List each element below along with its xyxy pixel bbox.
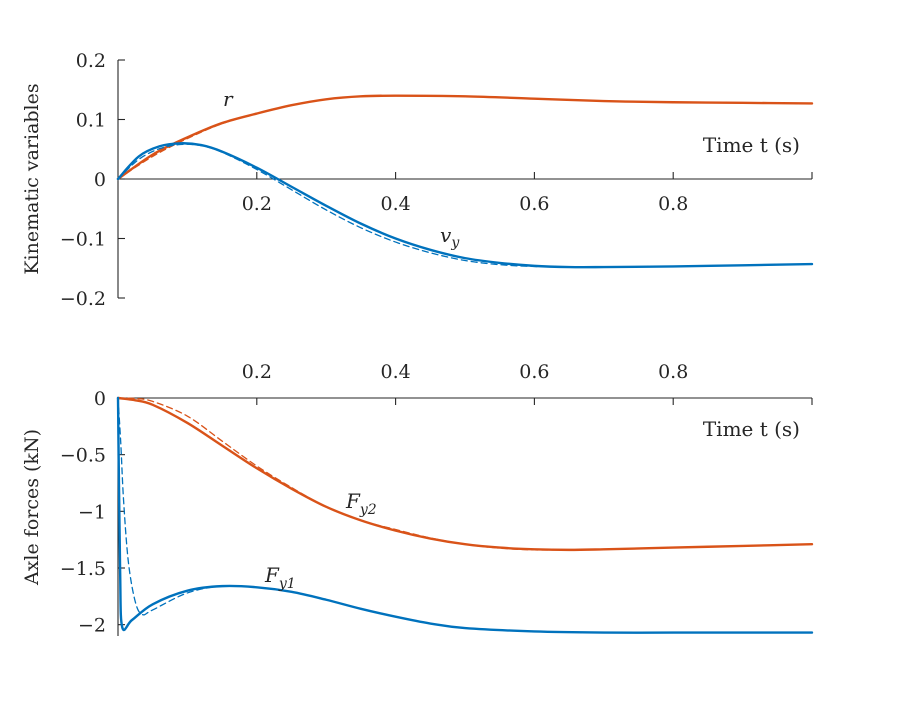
x-tick-label: 0.6: [519, 193, 549, 215]
x-ticks: 0.2 0.4 0.6 0.8: [242, 361, 813, 405]
series-label-r: r: [223, 87, 234, 111]
y-tick-label: −0.5: [60, 445, 106, 467]
y-tick-label: −1.5: [60, 558, 106, 580]
series-line-fy1-dashed: [117, 397, 813, 634]
y-tick-label: 0: [94, 169, 106, 191]
y-tick-label: −2: [78, 615, 106, 637]
x-axis-label: Time t (s): [703, 417, 800, 441]
y-tick-label: −1: [78, 501, 106, 523]
series-lines: [116, 396, 814, 634]
y-tick-label: −0.2: [60, 288, 106, 310]
x-tick-label: 0.6: [519, 361, 549, 383]
y-axis-label: Kinematic variables: [21, 83, 43, 274]
x-tick-label: 0.4: [380, 193, 410, 215]
x-axis-label: Time t (s): [703, 133, 800, 157]
y-tick-label: −0.1: [60, 229, 106, 251]
kinematic-panel: 0.2 0.1 0 −0.1 −0.2 0.2 0.4 0.6 0.8 Kinematic v…: [21, 50, 814, 310]
series-line-r-dashed: [117, 95, 813, 180]
series-line-vy-dashed: [117, 143, 813, 268]
series-line-fy2-dashed: [117, 397, 813, 551]
x-tick-label: 0.2: [242, 361, 272, 383]
y-tick-label: 0: [94, 388, 106, 410]
series-label-fy2: Fy2: [345, 489, 377, 518]
series-lines: [116, 94, 814, 269]
series-line-vy-solid: [116, 142, 814, 269]
x-tick-label: 0.8: [658, 193, 688, 215]
force-panel: 0 −0.5 −1 −1.5 −2 0.2 0.4 0.6 0.8 Axle forces (…: [21, 361, 814, 637]
y-axis-label: Axle forces (kN): [21, 429, 43, 586]
y-tick-label: 0.2: [76, 50, 106, 72]
x-tick-label: 0.4: [380, 361, 410, 383]
y-tick-label: 0.1: [76, 110, 106, 132]
y-ticks: 0 −0.5 −1 −1.5 −2: [60, 388, 125, 637]
series-label-vy: vy: [440, 223, 460, 251]
x-tick-label: 0.2: [242, 193, 272, 215]
y-ticks: 0.2 0.1 0 −0.1 −0.2: [60, 50, 125, 310]
x-ticks: 0.2 0.4 0.6 0.8: [242, 172, 813, 215]
x-tick-label: 0.8: [658, 361, 688, 383]
series-label-fy1: Fy1: [264, 563, 296, 592]
